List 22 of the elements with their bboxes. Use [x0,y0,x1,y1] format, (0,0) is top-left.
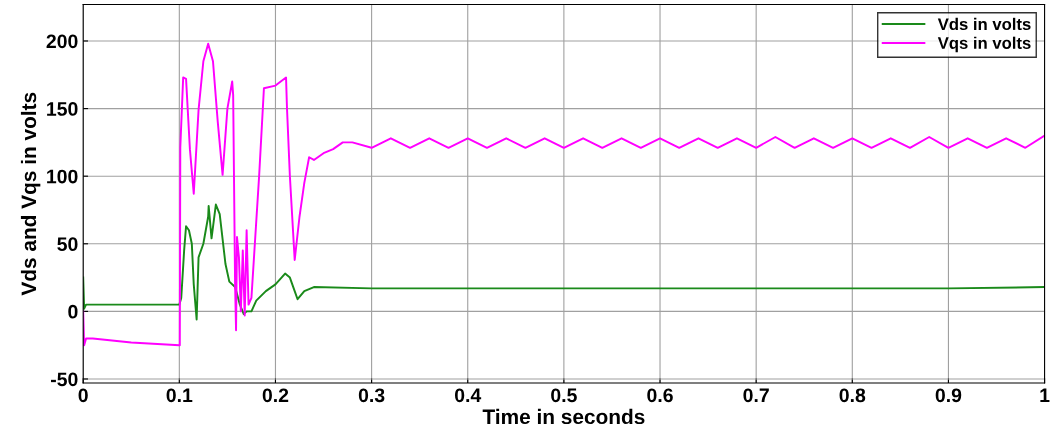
x-tick-label: 0.3 [358,388,385,403]
y-tick-label: -50 [50,372,78,387]
x-tick-label: 0.4 [455,388,482,403]
legend-label: Vds in volts [937,17,1031,31]
y-axis-title: Vds and Vqs in volts [20,92,41,296]
x-tick-label: 1 [1040,388,1050,402]
y-tick-label: 150 [47,102,78,116]
x-tick-label: 0.2 [262,388,289,403]
x-tick-label: 0.9 [935,388,962,403]
line-series [83,203,1045,321]
y-tick-label: 0 [68,304,78,319]
y-tick-label: 50 [57,237,78,252]
x-tick-label: 0.5 [551,388,577,403]
x-axis-title: Time in seconds [482,408,645,425]
x-tick-label: 0.8 [839,388,866,403]
x-tick-label: 0.1 [166,388,193,403]
y-tick-label: 100 [47,169,78,184]
y-tick-label: 200 [46,34,78,49]
x-tick-label: 0 [78,388,88,403]
x-tick-label: 0.7 [743,388,769,403]
x-tick-label: 0.6 [647,388,673,403]
legend-label: Vqs in volts [937,36,1031,53]
